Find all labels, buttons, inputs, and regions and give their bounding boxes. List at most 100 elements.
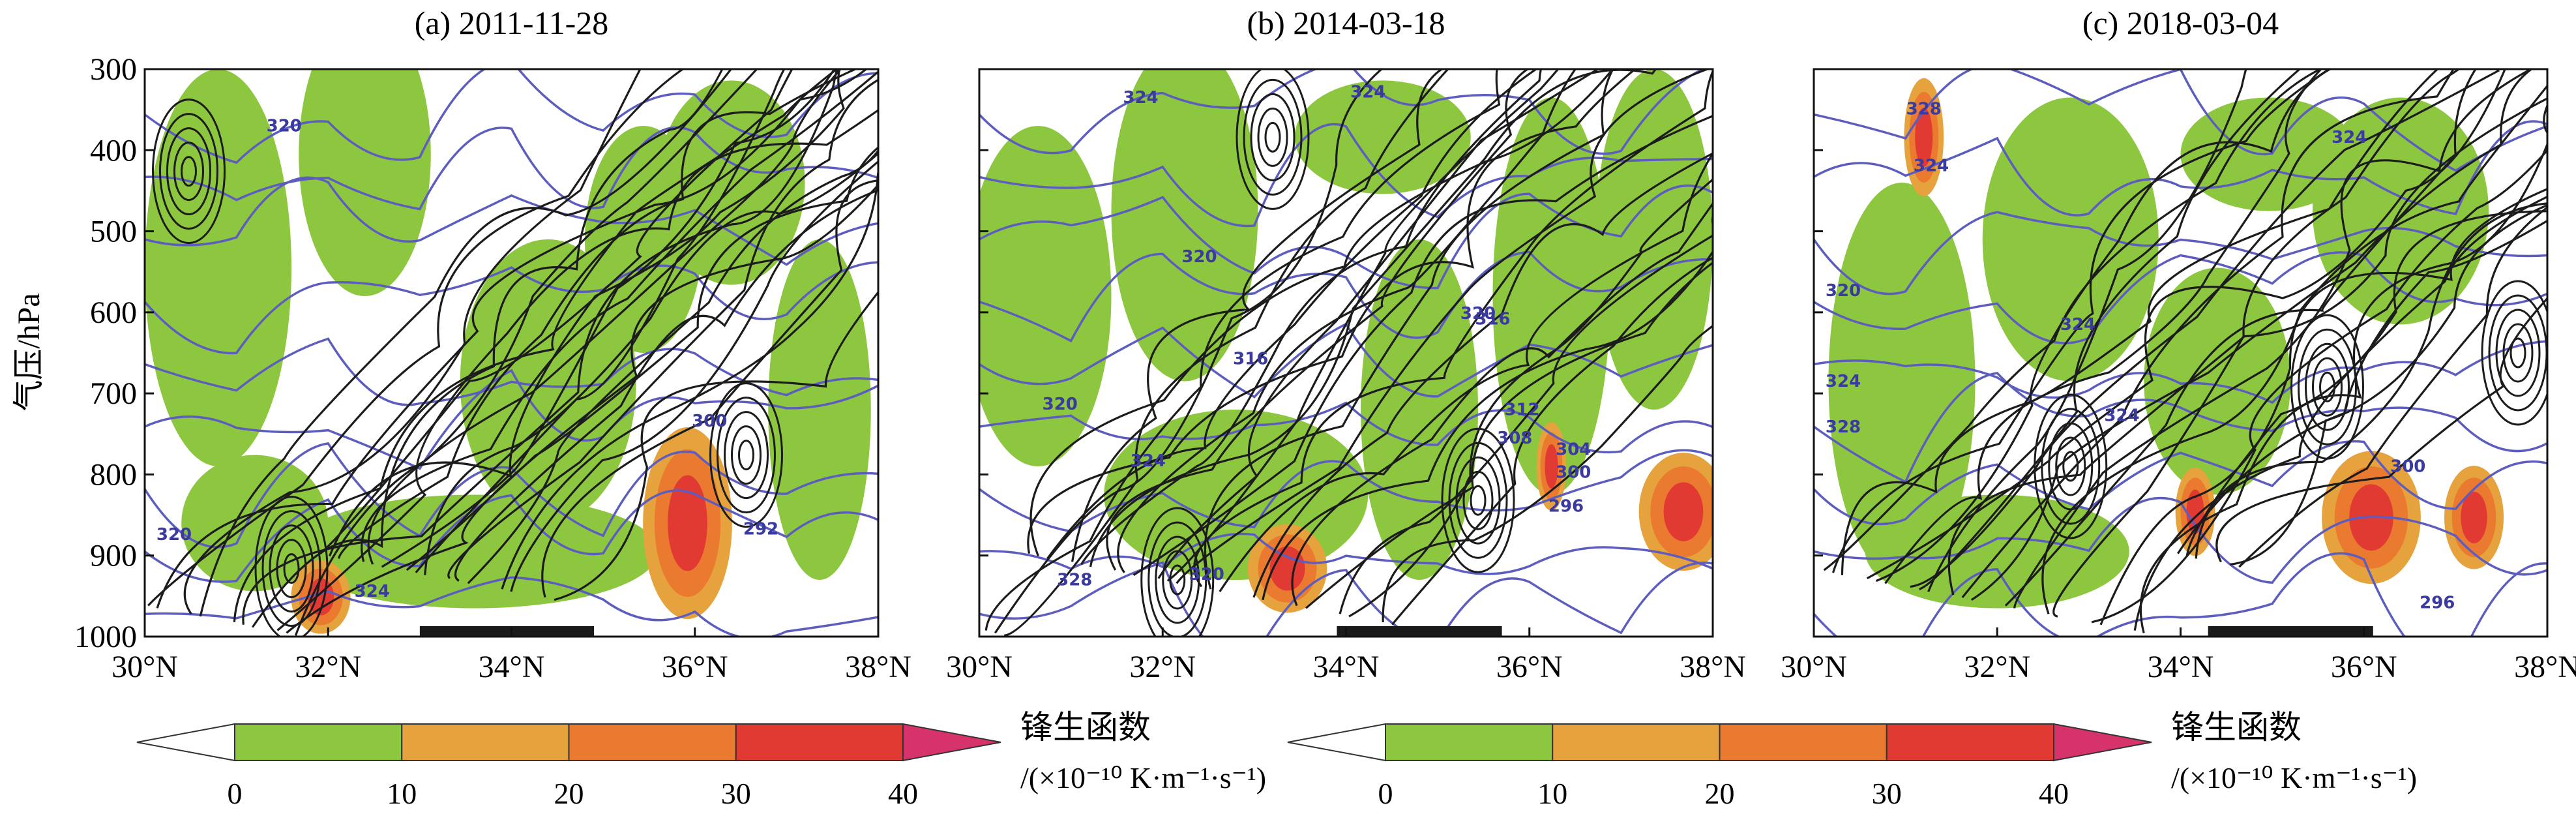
contour-label: 328 bbox=[1057, 571, 1092, 590]
isentrope-line bbox=[145, 261, 878, 355]
isentrope-line bbox=[1814, 211, 2547, 295]
contour-label: 300 bbox=[1556, 462, 1591, 482]
x-tick-label: 32°N bbox=[1964, 650, 2030, 684]
colorbar-title: 锋生函数 bbox=[2171, 708, 2302, 746]
circulation-loop bbox=[152, 98, 226, 245]
streamline bbox=[1176, 69, 1711, 584]
streamline bbox=[2099, 188, 2547, 626]
contour-label: 324 bbox=[2060, 315, 2095, 335]
circulation-loop bbox=[1250, 93, 1295, 181]
streamline bbox=[2238, 205, 2547, 568]
circulation-loop bbox=[283, 553, 300, 584]
colorbar-segment bbox=[401, 723, 570, 761]
isentrope-line bbox=[979, 532, 1713, 575]
y-tick-label: 600 bbox=[90, 295, 137, 330]
x-tick-label: 36°N bbox=[662, 650, 728, 684]
colorbar-segment bbox=[1385, 723, 1554, 761]
circulation-loop bbox=[1140, 507, 1215, 637]
streamline bbox=[2052, 97, 2547, 618]
x-tick-label: 30°N bbox=[1781, 650, 1847, 684]
isentrope-line bbox=[1814, 251, 2547, 344]
streamline bbox=[2215, 297, 2547, 563]
contour-label: 320 bbox=[1181, 247, 1217, 267]
x-tick-label: 38°N bbox=[845, 650, 911, 684]
streamline bbox=[1166, 69, 1560, 582]
streamline bbox=[294, 69, 758, 636]
streamline bbox=[381, 69, 836, 568]
streamline bbox=[554, 290, 878, 601]
streamline bbox=[1947, 69, 2461, 595]
streamline bbox=[2091, 149, 2547, 624]
frontogenesis-core bbox=[1915, 108, 1933, 167]
streamline bbox=[1046, 69, 1538, 560]
frontogenesis-core bbox=[2461, 491, 2487, 543]
x-tick-label: 32°N bbox=[295, 650, 361, 684]
contour-label: 312 bbox=[1504, 400, 1539, 420]
colorbar-tick-label: 0 bbox=[1378, 777, 1393, 810]
contour-label: 296 bbox=[1548, 497, 1584, 517]
streamline bbox=[2133, 195, 2547, 631]
terrain-bar bbox=[2208, 626, 2373, 637]
circulation-loop bbox=[2298, 328, 2357, 445]
panel-title: (b) 2014-03-18 bbox=[1247, 5, 1445, 41]
streamline bbox=[1133, 115, 1713, 577]
x-tick-label: 34°N bbox=[1313, 650, 1380, 684]
circulation-loop bbox=[2502, 323, 2534, 383]
colorbar-segment bbox=[735, 723, 904, 761]
streamline bbox=[1866, 69, 2506, 580]
frontogenesis-area bbox=[1595, 69, 1713, 410]
colorbar-min-extension bbox=[1287, 723, 1386, 762]
circulation-loop bbox=[1462, 470, 1494, 530]
contour-label: 324 bbox=[2332, 128, 2367, 147]
streamline bbox=[1089, 69, 1657, 567]
streamline bbox=[501, 169, 878, 590]
circulation-loop bbox=[1243, 78, 1303, 196]
streamline bbox=[1884, 69, 2323, 584]
contour-label: 308 bbox=[1497, 429, 1532, 448]
streamline bbox=[2041, 84, 2547, 614]
colorbar-segment bbox=[1886, 723, 2054, 761]
plot-area: 324 3243203163203163123083203243043002963… bbox=[979, 69, 1713, 637]
streamline bbox=[1219, 151, 1713, 593]
colorbar-1: 0 10 20 30 40 锋生函数 /(×10⁻¹⁰ K·m⁻¹·s⁻¹) bbox=[136, 708, 1266, 810]
y-tick-label: 500 bbox=[90, 215, 137, 249]
contour-label: 296 bbox=[2420, 594, 2455, 613]
streamline bbox=[199, 69, 733, 617]
streamline bbox=[1003, 69, 1449, 637]
streamline bbox=[1910, 69, 2500, 588]
streamline bbox=[1841, 69, 2439, 575]
frontogenesis-area bbox=[1492, 97, 1610, 495]
frontogenesis-area bbox=[979, 126, 1112, 466]
circulation-loop bbox=[166, 127, 211, 216]
x-tick-label: 36°N bbox=[2331, 650, 2397, 684]
streamline bbox=[2013, 69, 2534, 609]
colorbar-tick-label: 40 bbox=[888, 777, 918, 810]
plot-area: 328 324 324 320 324 324 328 324 300 296 bbox=[1814, 69, 2547, 637]
streamline bbox=[183, 69, 642, 615]
frontogenesis-area bbox=[768, 239, 871, 580]
plot-area: 320 320 324 300 292 bbox=[145, 69, 878, 637]
streamline bbox=[276, 109, 878, 631]
contour-label: 320 bbox=[1826, 281, 1861, 301]
contour-label: 324 bbox=[1123, 88, 1158, 108]
streamline bbox=[1919, 69, 2302, 590]
streamline bbox=[1876, 69, 2332, 582]
contour-label: 324 bbox=[1914, 157, 1949, 176]
x-tick-label: 30°N bbox=[946, 650, 1013, 684]
streamline bbox=[1382, 324, 1713, 622]
circulation-loop bbox=[276, 539, 307, 599]
circulation-loop bbox=[724, 411, 769, 500]
streamline bbox=[1027, 69, 1637, 554]
circulation-loop bbox=[717, 397, 776, 514]
contour-label: 320 bbox=[1460, 304, 1496, 324]
isentrope-line bbox=[145, 442, 878, 549]
isentrope-line bbox=[979, 69, 1706, 155]
x-tick-label: 34°N bbox=[479, 650, 545, 684]
streamline bbox=[467, 149, 878, 584]
isentrope-line bbox=[1814, 120, 2547, 217]
isentrope-line bbox=[1814, 340, 2547, 404]
contour-label: 300 bbox=[692, 412, 727, 431]
streamline bbox=[424, 152, 878, 575]
streamline bbox=[367, 69, 842, 565]
frontogenesis-area bbox=[460, 239, 636, 523]
